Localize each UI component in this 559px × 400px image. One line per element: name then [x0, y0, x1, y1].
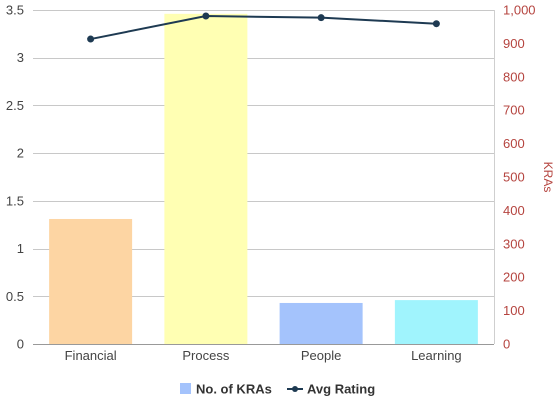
line-series	[87, 12, 440, 43]
legend-bar-swatch	[180, 383, 191, 394]
bar-learning	[394, 300, 478, 344]
left-tick-label: 0.5	[6, 289, 24, 304]
left-tick-label: 2.5	[6, 98, 24, 113]
legend-line-label: Avg Rating	[307, 382, 375, 397]
right-axis-ticks: 0 100 200 300 400 500 600 700 800 900 1,000	[503, 3, 536, 352]
right-tick-label: 1,000	[503, 3, 536, 18]
right-tick-label: 400	[503, 203, 525, 218]
left-tick-label: 1	[17, 241, 24, 256]
right-tick-label: 200	[503, 270, 525, 285]
right-tick-label: 900	[503, 36, 525, 51]
legend[interactable]: No. of KRAs Avg Rating	[180, 382, 375, 397]
right-tick-label: 100	[503, 303, 525, 318]
avg-rating-point-process	[202, 12, 210, 20]
bar-series	[49, 13, 478, 345]
legend-line-marker	[292, 386, 298, 392]
left-tick-label: 3	[17, 50, 24, 65]
bar-process	[164, 13, 248, 345]
right-tick-label: 700	[503, 103, 525, 118]
left-axis-ticks: 0 0.5 1 1.5 2 2.5 3 3.5	[6, 3, 24, 352]
legend-bar-label: No. of KRAs	[196, 382, 272, 397]
right-tick-label: 800	[503, 69, 525, 84]
avg-rating-point-learning	[432, 20, 440, 28]
right-tick-label: 500	[503, 170, 525, 185]
right-tick-label: 600	[503, 136, 525, 151]
left-tick-label: 0	[17, 337, 24, 352]
x-label-learning: Learning	[411, 348, 462, 363]
bar-financial	[49, 218, 133, 344]
left-tick-label: 1.5	[6, 193, 24, 208]
right-tick-label: 0	[503, 337, 510, 352]
avg-rating-line	[90, 15, 437, 41]
right-tick-label: 300	[503, 236, 525, 251]
avg-rating-point-financial	[87, 35, 95, 43]
left-tick-label: 3.5	[6, 3, 24, 18]
x-label-process: Process	[182, 348, 229, 363]
x-label-people: People	[301, 348, 341, 363]
x-label-financial: Financial	[65, 348, 117, 363]
avg-rating-point-people	[317, 14, 325, 22]
right-axis-title: KRAs	[541, 162, 555, 193]
bar-people	[279, 302, 363, 344]
x-axis-labels: Financial Process People Learning	[65, 348, 462, 363]
left-tick-label: 2	[17, 146, 24, 161]
